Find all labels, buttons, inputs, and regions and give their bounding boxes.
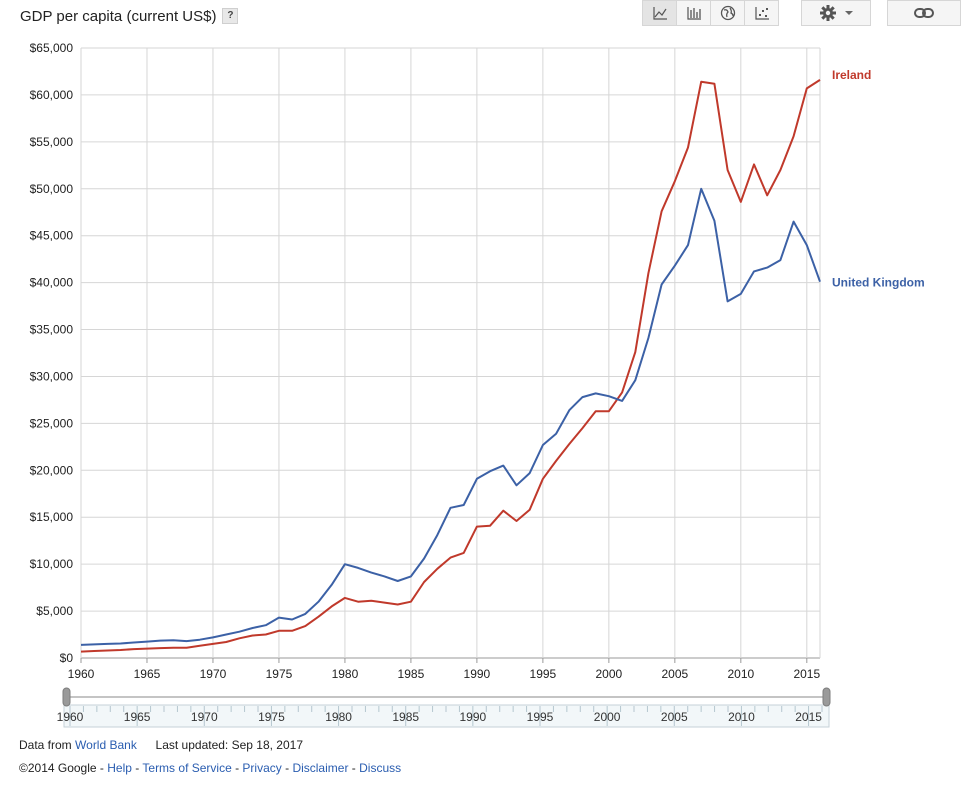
help-button[interactable]: ?	[222, 8, 239, 24]
y-tick-label: $30,000	[30, 369, 74, 383]
data-from-label: Data from	[19, 738, 72, 752]
x-tick-label: 1980	[332, 667, 359, 681]
settings-button[interactable]	[801, 0, 871, 26]
y-tick-label: $0	[60, 651, 74, 665]
bar-chart-button[interactable]	[677, 0, 711, 26]
y-tick-label: $5,000	[36, 604, 73, 618]
slider-tick-label: 1990	[460, 710, 487, 724]
range-slider[interactable]: 1960 1965 1970 1975 1980 1985 1990 1995 2000 2005…	[57, 686, 831, 728]
chart-title-row: GDP per capita (current US$) ?	[20, 5, 239, 27]
x-tick-label: 1985	[398, 667, 425, 681]
slider-left-handle[interactable]	[62, 687, 71, 707]
copyright-line: ©2014 Google - Help - Terms of Service -…	[19, 761, 402, 775]
globe-icon	[720, 5, 735, 21]
x-axis-tick-labels: 1960 1965 1970 1975 1980 1985 1990 1995 2000 2005…	[68, 667, 821, 681]
slider-tick-label: 1995	[527, 710, 554, 724]
scatter-button[interactable]	[745, 0, 779, 26]
slider-bar	[64, 686, 829, 698]
x-tick-label: 1995	[530, 667, 557, 681]
last-updated-text: Last updated: Sep 18, 2017	[155, 738, 303, 752]
y-axis-tick-labels: $0 $5,000 $10,000 $15,000 $20,000 $25,000 $30,…	[30, 41, 74, 665]
copyright-text: ©2014 Google	[19, 761, 97, 775]
x-tick-label: 1960	[68, 667, 95, 681]
series-end-labels: Ireland United Kingdom	[832, 68, 925, 290]
slider-scale	[63, 704, 830, 728]
slider-tick-label: 1975	[258, 710, 285, 724]
disclaimer-link[interactable]: Disclaimer	[292, 761, 349, 775]
x-tick-label: 1965	[134, 667, 161, 681]
gdp-line-chart: $0 $5,000 $10,000 $15,000 $20,000 $25,000 $30,…	[30, 41, 925, 728]
link-button[interactable]	[887, 0, 961, 26]
y-tick-label: $50,000	[30, 182, 74, 196]
chart-type-toolbar	[642, 0, 779, 26]
terms-link[interactable]: Terms of Service	[142, 761, 232, 775]
x-tick-label: 2005	[661, 667, 688, 681]
y-tick-label: $10,000	[30, 557, 74, 571]
discuss-link[interactable]: Discuss	[359, 761, 402, 775]
slider-tick-label: 2015	[795, 710, 822, 724]
privacy-link[interactable]: Privacy	[242, 761, 282, 775]
slider-tick-label: 1960	[57, 710, 84, 724]
bar-chart-icon	[686, 7, 701, 20]
y-tick-label: $15,000	[30, 510, 74, 524]
slider-tick-label: 2010	[728, 710, 755, 724]
x-tick-label: 2000	[596, 667, 623, 681]
line-chart-icon	[652, 7, 667, 20]
help-link[interactable]: Help	[107, 761, 132, 775]
chevron-down-icon	[845, 11, 853, 15]
x-tick-label: 2015	[793, 667, 820, 681]
slider-tick-label: 1970	[191, 710, 218, 724]
chart-series	[80, 79, 821, 653]
y-tick-label: $35,000	[30, 323, 74, 337]
link-icon	[914, 8, 934, 18]
scatter-icon	[754, 7, 769, 20]
world-bank-link[interactable]: World Bank	[75, 738, 137, 752]
x-tick-label: 2010	[727, 667, 754, 681]
chart-grid	[80, 47, 821, 663]
series-line-united-kingdom[interactable]	[80, 187, 821, 646]
y-tick-label: $25,000	[30, 416, 74, 430]
x-tick-label: 1990	[464, 667, 491, 681]
map-button[interactable]	[711, 0, 745, 26]
series-label: United Kingdom	[832, 276, 925, 290]
x-tick-label: 1975	[266, 667, 293, 681]
slider-tick-label: 2005	[661, 710, 688, 724]
slider-right-handle[interactable]	[822, 687, 831, 707]
y-tick-label: $55,000	[30, 135, 74, 149]
y-tick-label: $45,000	[30, 229, 74, 243]
chart-title: GDP per capita (current US$)	[20, 7, 217, 25]
series-label: Ireland	[832, 68, 871, 82]
series-line-ireland[interactable]	[80, 79, 821, 653]
gear-icon	[820, 5, 836, 21]
slider-tick-label: 1980	[325, 710, 352, 724]
x-tick-label: 1970	[200, 667, 227, 681]
slider-tick-label: 1985	[392, 710, 419, 724]
line-chart-button[interactable]	[642, 0, 677, 26]
data-source-line: Data from World Bank Last updated: Sep 1…	[19, 738, 303, 752]
slider-tick-label: 2000	[594, 710, 621, 724]
y-tick-label: $20,000	[30, 463, 74, 477]
y-tick-label: $65,000	[30, 41, 74, 55]
slider-tick-label: 1965	[124, 710, 151, 724]
y-tick-label: $40,000	[30, 276, 74, 290]
y-tick-label: $60,000	[30, 88, 74, 102]
